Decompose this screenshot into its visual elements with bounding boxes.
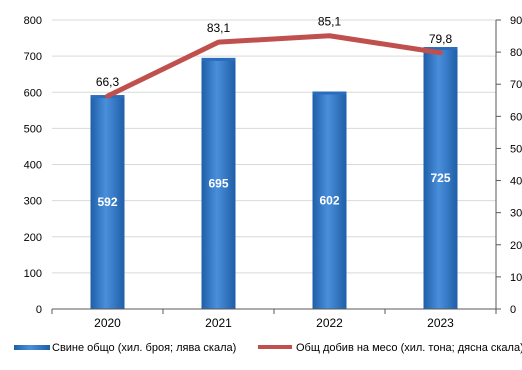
line-data-label: 85,1 bbox=[318, 15, 342, 29]
line-data-label: 83,1 bbox=[207, 21, 231, 35]
y-left-tick-label: 800 bbox=[24, 15, 42, 27]
line-data-label: 66,3 bbox=[96, 75, 120, 89]
bar bbox=[201, 57, 236, 310]
x-tick-label: 2023 bbox=[427, 316, 454, 330]
legend: Свине общо (хил. броя; лява скала) Общ до… bbox=[14, 342, 522, 354]
bar-data-label: 725 bbox=[430, 171, 450, 185]
y-left-tick-label: 400 bbox=[24, 160, 42, 172]
bar-series: 592 695 602 725 bbox=[90, 47, 458, 310]
y-right-tick-label: 20 bbox=[510, 240, 522, 252]
bar-top bbox=[423, 47, 458, 51]
x-tick-label: 2022 bbox=[316, 316, 343, 330]
bar bbox=[423, 47, 458, 309]
line-series: 66,3 83,1 85,1 79,8 bbox=[96, 15, 453, 99]
y-right-tick-label: 80 bbox=[510, 47, 522, 59]
line-data-label: 79,8 bbox=[429, 32, 453, 46]
line-series-path bbox=[105, 33, 443, 99]
bar-data-label: 592 bbox=[97, 195, 117, 209]
y-right-tick-label: 50 bbox=[510, 143, 522, 155]
bar-top bbox=[312, 91, 347, 95]
y-right-tick-label: 90 bbox=[510, 15, 522, 27]
bar-top bbox=[201, 57, 236, 61]
y-right-tick-label: 40 bbox=[510, 176, 522, 188]
y-left-tick-label: 600 bbox=[24, 87, 42, 99]
bar-data-label: 695 bbox=[208, 176, 228, 190]
y-right-tick-label: 30 bbox=[510, 208, 522, 220]
bar-data-label: 602 bbox=[319, 193, 339, 207]
legend-bar-label: Свине общо (хил. броя; лява скала) bbox=[52, 342, 236, 354]
grid-lines bbox=[52, 19, 496, 310]
y-right-tick-label: 60 bbox=[510, 111, 522, 123]
axes: 0 100 200 300 400 500 600 700 800 0 10 20 30 40 50 60 70… bbox=[24, 15, 522, 330]
y-left-tick-label: 0 bbox=[36, 304, 42, 316]
legend-bar-swatch bbox=[14, 345, 50, 350]
y-left-tick-label: 100 bbox=[24, 268, 42, 280]
y-left-tick-label: 700 bbox=[24, 51, 42, 63]
y-left-tick-label: 200 bbox=[24, 232, 42, 244]
bar bbox=[312, 91, 347, 309]
y-right-tick-label: 10 bbox=[510, 272, 522, 284]
x-tick-label: 2020 bbox=[94, 316, 121, 330]
legend-line-label: Общ добив на месо (хил. тона; дясна скал… bbox=[296, 342, 522, 354]
y-right-tick-label: 70 bbox=[510, 79, 522, 91]
y-right-tick-label: 0 bbox=[510, 304, 516, 316]
y-left-tick-label: 300 bbox=[24, 196, 42, 208]
y-left-tick-label: 500 bbox=[24, 123, 42, 135]
x-tick-label: 2021 bbox=[205, 316, 232, 330]
bar bbox=[90, 95, 125, 309]
